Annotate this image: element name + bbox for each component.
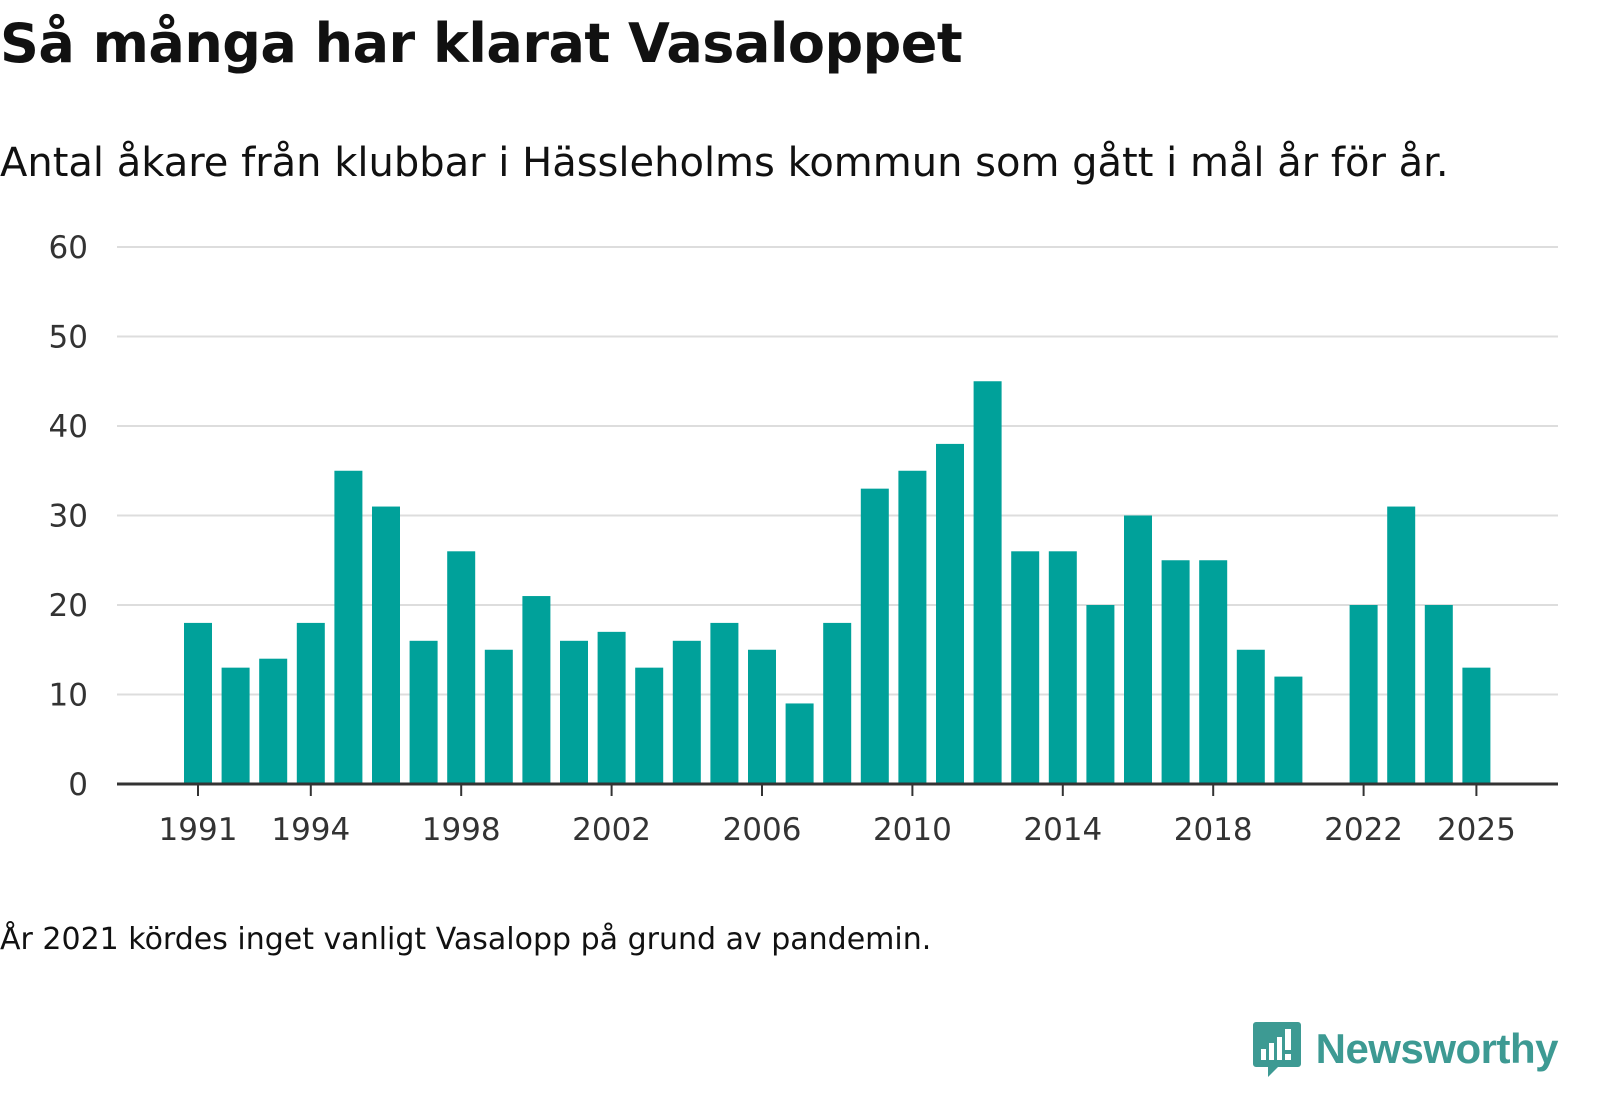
bar-2014[interactable] <box>1048 551 1077 784</box>
y-tick-label-10: 10 <box>49 678 88 714</box>
bar-2010[interactable] <box>898 470 927 784</box>
chart-title: Så många har klarat Vasaloppet <box>0 12 963 75</box>
y-tick-label-20: 20 <box>49 588 88 624</box>
y-tick-label-40: 40 <box>49 409 88 445</box>
y-tick-label-30: 30 <box>49 499 88 535</box>
brand-logo-block[interactable]: Newsworthy <box>1252 1020 1559 1078</box>
x-tick-label-2002: 2002 <box>572 812 651 848</box>
bar-2019[interactable] <box>1236 649 1265 784</box>
bar-2008[interactable] <box>823 622 852 784</box>
bar-1994[interactable] <box>296 622 325 784</box>
y-tick-label-0: 0 <box>68 767 88 803</box>
x-tick-label-2014: 2014 <box>1023 812 1102 848</box>
bar-1998[interactable] <box>447 551 476 784</box>
bar-2012[interactable] <box>973 381 1002 784</box>
brand-name: Newsworthy <box>1315 1025 1559 1072</box>
y-tick-label-50: 50 <box>49 320 88 356</box>
x-tick-label-1991: 1991 <box>159 812 238 848</box>
bars <box>184 381 1491 785</box>
bar-1993[interactable] <box>259 658 288 784</box>
bar-2017[interactable] <box>1161 560 1190 784</box>
bar-2006[interactable] <box>748 649 776 784</box>
bar-2018[interactable] <box>1199 560 1228 784</box>
bar-2016[interactable] <box>1124 515 1152 785</box>
bar-2011[interactable] <box>936 443 964 784</box>
bar-2020[interactable] <box>1274 676 1303 784</box>
x-tick-label-2006: 2006 <box>723 812 802 848</box>
bar-2009[interactable] <box>860 488 889 784</box>
x-tick-label-2025: 2025 <box>1437 812 1516 848</box>
bar-2023[interactable] <box>1387 506 1416 784</box>
bar-2000[interactable] <box>522 596 551 784</box>
x-tick-label-2022: 2022 <box>1324 812 1403 848</box>
x-tick-label-1998: 1998 <box>422 812 501 848</box>
bar-1991[interactable] <box>184 622 212 784</box>
x-axis <box>117 782 1558 796</box>
bar-1996[interactable] <box>372 506 400 784</box>
bar-2003[interactable] <box>635 667 664 784</box>
bar-2004[interactable] <box>672 640 701 784</box>
x-tick-label-2010: 2010 <box>873 812 952 848</box>
bar-2022[interactable] <box>1349 605 1378 784</box>
bar-2025[interactable] <box>1462 667 1491 784</box>
y-axis-labels: 0 10 20 30 40 50 60 <box>49 230 88 803</box>
bar-2015[interactable] <box>1086 605 1115 784</box>
bar-chart-speech-bubble-icon <box>1252 1022 1301 1077</box>
bar-2005[interactable] <box>710 622 739 784</box>
bar-chart: 0 10 20 30 40 50 60 1991 1994 1998 2002 2006 2010 20… <box>49 230 1558 848</box>
footnote: År 2021 kördes inget vanligt Vasalopp på… <box>0 922 932 957</box>
bar-2001[interactable] <box>560 640 588 784</box>
bar-2024[interactable] <box>1424 605 1453 784</box>
bar-2013[interactable] <box>1011 551 1040 784</box>
x-axis-labels: 1991 1994 1998 2002 2006 2010 2014 2018 2022 2025 <box>159 812 1516 848</box>
chart-subtitle: Antal åkare från klubbar i Hässleholms k… <box>0 140 1449 186</box>
bar-1999[interactable] <box>484 649 513 784</box>
bar-1992[interactable] <box>221 667 250 784</box>
bar-2002[interactable] <box>597 631 626 784</box>
y-tick-label-60: 60 <box>49 230 88 266</box>
x-tick-label-2018: 2018 <box>1174 812 1253 848</box>
bar-2007[interactable] <box>785 703 814 784</box>
bar-1995[interactable] <box>334 470 363 784</box>
bar-1997[interactable] <box>409 640 438 784</box>
x-tick-label-1994: 1994 <box>271 812 350 848</box>
